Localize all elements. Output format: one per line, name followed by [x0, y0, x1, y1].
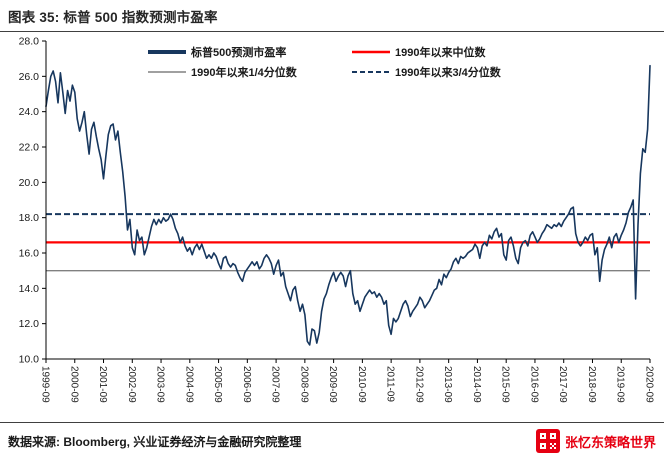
svg-text:2013-09: 2013-09 — [442, 366, 453, 403]
legend-label-median: 1990年以来中位数 — [395, 45, 486, 59]
svg-text:18.0: 18.0 — [19, 212, 40, 224]
svg-text:20.0: 20.0 — [19, 177, 40, 189]
qr-seal-logo-icon — [535, 429, 560, 453]
svg-text:2007-09: 2007-09 — [270, 366, 281, 403]
svg-text:2004-09: 2004-09 — [183, 366, 194, 403]
svg-text:2017-09: 2017-09 — [557, 366, 568, 403]
svg-text:14.0: 14.0 — [19, 283, 40, 295]
legend-label-series: 标普500预测市盈率 — [190, 45, 286, 59]
svg-text:2019-09: 2019-09 — [615, 366, 626, 403]
svg-text:10.0: 10.0 — [19, 354, 40, 366]
chart-header: 图表 35: 标普 500 指数预测市盈率 — [0, 0, 664, 32]
svg-text:12.0: 12.0 — [19, 318, 40, 330]
pe-ratio-line-chart: 10.0 12.0 14.0 16.0 18.0 20.0 22.0 24.0 26.0 28.0… — [19, 36, 655, 404]
svg-text:2006-09: 2006-09 — [241, 366, 252, 403]
page-title: 图表 35: 标普 500 指数预测市盈率 — [8, 10, 218, 25]
svg-text:2000-09: 2000-09 — [68, 366, 79, 403]
svg-text:2001-09: 2001-09 — [97, 366, 108, 403]
svg-text:2011-09: 2011-09 — [385, 366, 396, 402]
svg-text:2014-09: 2014-09 — [471, 366, 482, 403]
svg-text:2008-09: 2008-09 — [298, 366, 309, 403]
svg-text:2002-09: 2002-09 — [126, 366, 137, 403]
svg-text:2003-09: 2003-09 — [155, 366, 166, 403]
chart-legend: 标普500预测市盈率 1990年以来中位数 1990年以来1/4分位数 1990… — [148, 45, 502, 79]
footer: 数据来源: Bloomberg, 兴业证券经济与金融研究院整理 张忆东策略世界 — [0, 422, 664, 457]
svg-text:2018-09: 2018-09 — [586, 366, 597, 403]
svg-text:2020-09: 2020-09 — [644, 366, 655, 403]
svg-text:2009-09: 2009-09 — [327, 366, 338, 403]
plot-layer: 10.0 12.0 14.0 16.0 18.0 20.0 22.0 24.0 26.0 28.0… — [19, 36, 655, 404]
svg-text:24.0: 24.0 — [19, 106, 40, 118]
brand-name: 张忆东策略世界 — [564, 434, 656, 450]
svg-text:2012-09: 2012-09 — [413, 366, 424, 403]
svg-text:26.0: 26.0 — [19, 71, 40, 83]
source-note: 数据来源: Bloomberg, 兴业证券经济与金融研究院整理 — [8, 434, 302, 449]
svg-text:16.0: 16.0 — [19, 248, 40, 260]
svg-text:28.0: 28.0 — [19, 36, 40, 48]
svg-text:1999-09: 1999-09 — [40, 366, 51, 403]
svg-text:2010-09: 2010-09 — [356, 366, 367, 403]
svg-text:2015-09: 2015-09 — [500, 366, 511, 403]
svg-text:22.0: 22.0 — [19, 142, 40, 154]
legend-label-quartile3: 1990年以来3/4分位数 — [395, 65, 502, 79]
svg-text:2016-09: 2016-09 — [529, 366, 540, 403]
svg-text:2005-09: 2005-09 — [212, 366, 223, 403]
brand: 张忆东策略世界 — [535, 429, 656, 453]
legend-label-quartile1: 1990年以来1/4分位数 — [191, 65, 298, 79]
